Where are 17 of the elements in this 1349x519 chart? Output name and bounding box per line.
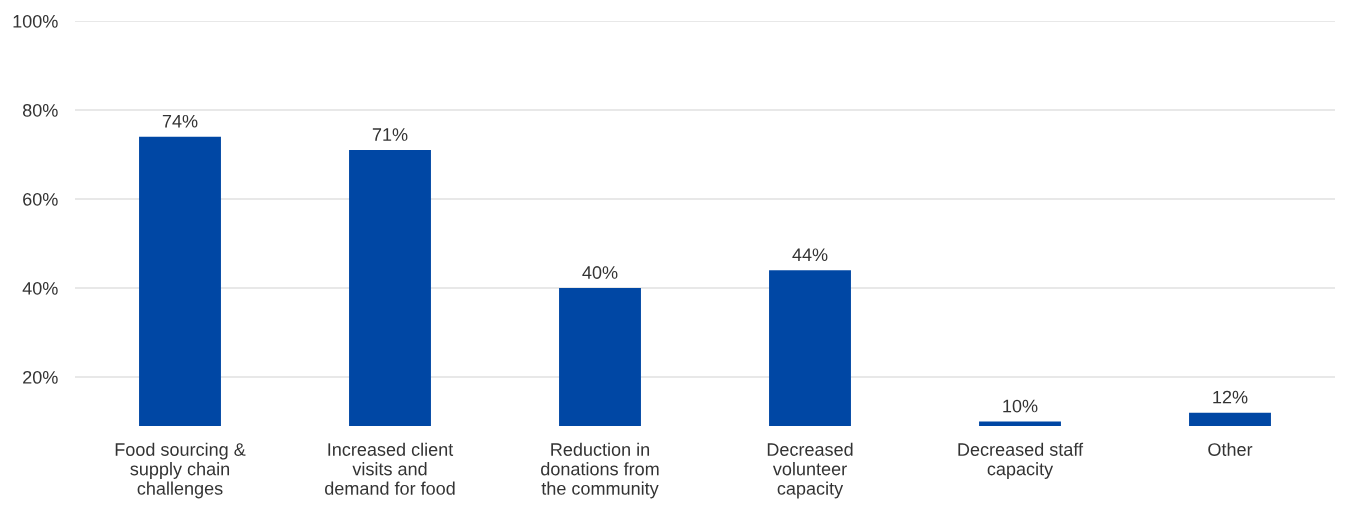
- data-label: 40%: [582, 266, 618, 279]
- data-label: 44%: [792, 248, 828, 262]
- y-tick-label: 60%: [23, 192, 58, 206]
- y-tick-label: 40%: [22, 281, 58, 295]
- x-tick-label: Food sourcing & supply chain challenges: [115, 442, 246, 499]
- data-label: 74%: [162, 114, 198, 128]
- data-label: 10%: [1003, 399, 1038, 413]
- x-tick-label: Reduction in donations from the community: [541, 442, 659, 499]
- data-label: 71%: [372, 128, 408, 141]
- x-tick-label: Other: [1208, 442, 1253, 456]
- y-tick-label: 20%: [23, 370, 58, 384]
- x-tick-label: Increased client visits and demand for food: [325, 442, 455, 495]
- y-tick-label: 100%: [13, 14, 58, 28]
- y-tick-label: 80%: [22, 103, 58, 117]
- x-tick-label: Decreased staff capacity: [958, 442, 1084, 479]
- data-label: 12%: [1213, 390, 1248, 404]
- x-tick-label: Decreased volunteer capacity: [767, 442, 853, 499]
